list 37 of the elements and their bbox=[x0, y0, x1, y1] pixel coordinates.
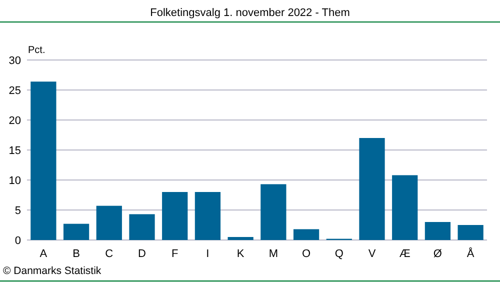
x-tick-label: I bbox=[206, 248, 210, 260]
bar bbox=[30, 82, 56, 240]
x-tick-label: C bbox=[105, 248, 114, 260]
bar bbox=[260, 184, 286, 240]
chart-title: Folketingsvalg 1. november 2022 - Them bbox=[150, 7, 350, 19]
x-tick-label: Ø bbox=[433, 248, 442, 260]
y-tick-label: 10 bbox=[8, 174, 21, 187]
bar bbox=[96, 206, 122, 240]
bar bbox=[162, 192, 188, 240]
x-tick-label: D bbox=[138, 248, 146, 260]
bar bbox=[424, 222, 451, 240]
x-tick-label: Å bbox=[466, 247, 475, 260]
x-tick-label: M bbox=[268, 248, 278, 260]
x-tick-label: K bbox=[236, 248, 245, 260]
bar bbox=[63, 224, 90, 240]
y-tick-label: 15 bbox=[8, 144, 21, 157]
x-tick-label: O bbox=[302, 248, 312, 260]
bar bbox=[228, 237, 254, 240]
bar bbox=[194, 192, 221, 240]
bar bbox=[129, 214, 155, 240]
bar bbox=[392, 175, 418, 240]
x-tick-label: F bbox=[171, 248, 178, 260]
y-tick-label: 5 bbox=[14, 204, 21, 217]
x-tick-label: A bbox=[40, 248, 48, 260]
y-axis-title: Pct. bbox=[28, 45, 46, 56]
bar bbox=[359, 138, 385, 240]
x-tick-label: B bbox=[72, 248, 80, 260]
y-tick-label: 25 bbox=[8, 84, 21, 97]
x-tick-label: Æ bbox=[399, 248, 410, 260]
y-tick-label: 0 bbox=[14, 234, 21, 247]
x-tick-label: V bbox=[368, 248, 376, 260]
x-tick-label: Q bbox=[334, 248, 344, 260]
y-tick-label: 30 bbox=[8, 54, 21, 67]
text: © Danmarks Statistik bbox=[3, 265, 102, 277]
y-tick-label: 20 bbox=[8, 114, 21, 127]
bar bbox=[458, 225, 484, 240]
bar bbox=[293, 229, 320, 240]
